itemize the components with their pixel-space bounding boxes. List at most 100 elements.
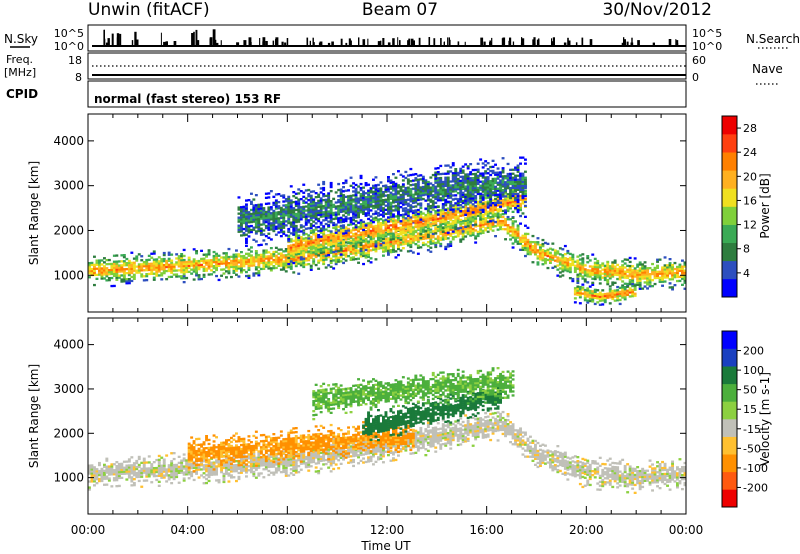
power-cell-3703 (377, 183, 380, 187)
power-cell-284 (172, 263, 176, 266)
power-cell-3604 (359, 186, 363, 190)
power-cell-1167 (434, 241, 438, 245)
power-cell-1929 (668, 282, 672, 285)
power-cell-2225 (347, 231, 350, 235)
power-cell-3024 (257, 213, 261, 217)
power-cell-2407 (397, 218, 400, 222)
power-cell-2504 (421, 216, 425, 219)
freq-left-tick-bottom: 8 (75, 71, 82, 84)
power-cell-341 (190, 264, 194, 267)
power-cell-2142 (324, 234, 328, 237)
power-cell-1481 (534, 241, 537, 244)
power-cell-2042 (299, 258, 303, 261)
power-cell-1078 (409, 245, 413, 249)
power-cell-3413 (327, 214, 331, 217)
power-cell-1584 (566, 259, 570, 263)
power-cell-162 (135, 265, 139, 268)
power-cell-1573 (563, 263, 567, 266)
power-cell-648 (284, 264, 288, 267)
power-cell-1542 (556, 274, 560, 277)
power-cell-1449 (524, 232, 527, 235)
power-cell-1614 (576, 273, 580, 276)
power-cell-390 (205, 259, 208, 262)
power-cell-3003 (254, 224, 258, 227)
power-cell-3241 (297, 236, 301, 239)
power-cell-3078 (267, 212, 271, 215)
power-cell-1474 (531, 234, 535, 238)
power-cell-2223 (347, 235, 350, 239)
power-cell-2059 (302, 229, 306, 232)
power-cell-3257 (299, 226, 303, 229)
power-cell-3658 (369, 195, 373, 198)
power-cell-1554 (558, 261, 562, 264)
power-cell-3869 (406, 174, 410, 177)
power-cell-3332 (312, 204, 316, 207)
power-cell-4436 (509, 176, 512, 180)
power-cell-631 (279, 262, 283, 265)
power-cell-2213 (344, 244, 348, 247)
power-cell-3729 (384, 218, 388, 221)
power-cell-2119 (319, 245, 323, 248)
power-cell-4320 (486, 168, 490, 171)
power-cell-606 (269, 247, 273, 250)
velocity-cell-71 (110, 485, 114, 488)
power-cell-3962 (426, 199, 430, 202)
power-cell-3821 (399, 197, 403, 201)
power-cell-2030 (294, 229, 298, 232)
power-cell-3053 (262, 209, 266, 212)
power-cell-2664 (464, 205, 468, 208)
power-cell-4046 (441, 192, 445, 196)
power-cell-1736 (611, 271, 615, 274)
power-cell-612 (272, 252, 276, 256)
power-cell-4417 (506, 193, 510, 196)
power-cell-2884 (519, 194, 522, 198)
power-cell-4029 (439, 191, 443, 194)
power-cell-1109 (416, 234, 420, 237)
power-cell-1491 (539, 258, 542, 261)
power-cell-1567 (561, 256, 565, 259)
power-cell-1813 (633, 269, 637, 272)
power-cell-2283 (364, 234, 368, 238)
power-cell-2591 (446, 231, 450, 234)
power-cell-4257 (476, 180, 480, 183)
power-cell-3746 (387, 204, 390, 207)
power-cell-4226 (471, 193, 475, 196)
power-cell-1563 (561, 264, 565, 267)
power-cell-3477 (339, 208, 343, 211)
power-cell-1671 (591, 265, 595, 268)
power-cell-494 (237, 259, 241, 262)
power-cell-3162 (282, 212, 286, 215)
power-cell-3925 (416, 180, 420, 183)
power-cell-2799 (499, 213, 502, 216)
power-cell-3005 (254, 220, 258, 223)
power-cell-2423 (401, 230, 405, 233)
power-cell-3498 (342, 202, 345, 205)
power-cell-886 (354, 247, 358, 251)
power-cell-3329 (312, 210, 316, 213)
power-cell-1237 (454, 235, 458, 238)
power-cell-1565 (561, 260, 565, 263)
power-cell-3877 (409, 196, 413, 199)
power-cell-936 (367, 243, 370, 246)
power-cell-4276 (481, 210, 485, 213)
power-cell-1669 (591, 269, 595, 272)
power-cell-938 (367, 235, 370, 238)
power-cell-101 (117, 260, 121, 263)
power-cell-2944 (245, 239, 248, 242)
power-cell-4309 (486, 194, 490, 197)
power-cell-4194 (466, 191, 470, 194)
power-cell-605 (269, 253, 273, 256)
power-cell-4178 (464, 193, 468, 196)
power-cell-1887 (653, 268, 657, 272)
power-cell-1171 (434, 227, 438, 230)
power-cell-1432 (519, 222, 522, 225)
power-cell-3441 (332, 221, 336, 225)
power-cell-3896 (411, 179, 415, 182)
power-cell-2536 (431, 232, 435, 236)
power-cell-4165 (461, 185, 465, 188)
power-cell-1771 (621, 266, 625, 269)
power-cell-393 (207, 273, 211, 276)
power-cell-1031 (394, 242, 398, 245)
power-cell-68 (110, 272, 114, 276)
power-cell-1121 (421, 243, 425, 247)
